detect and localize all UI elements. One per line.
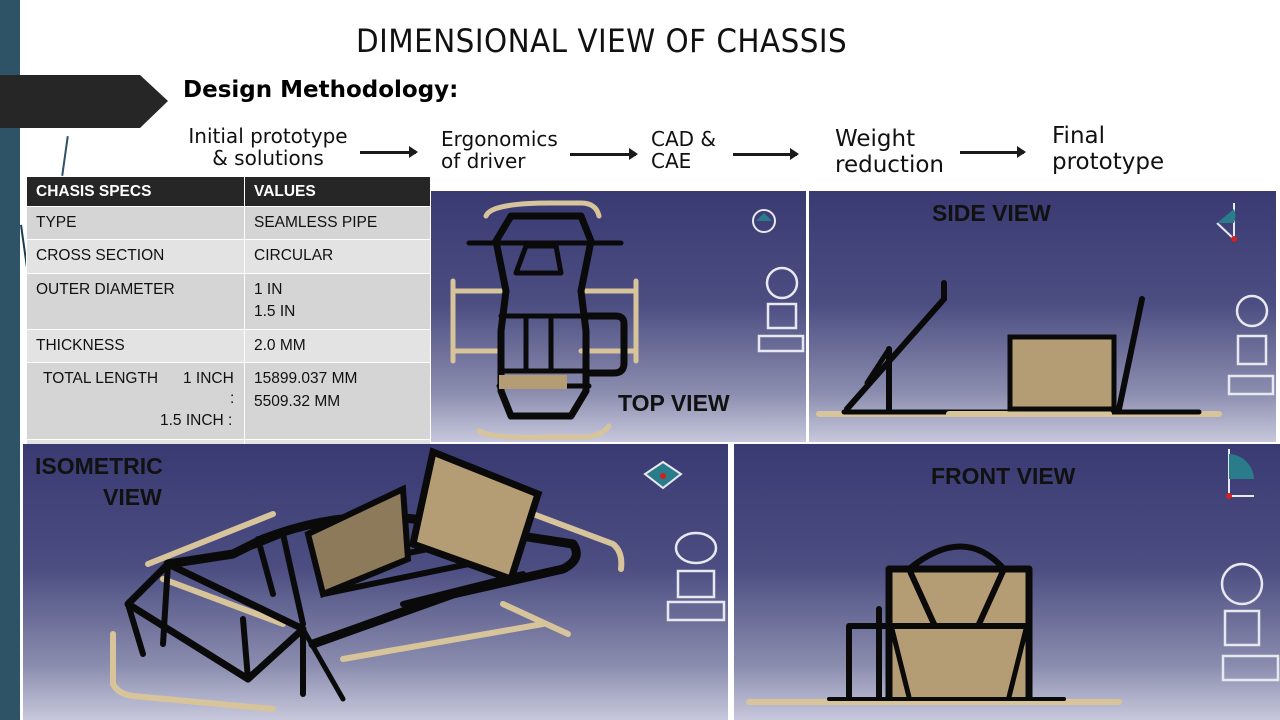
row-label: CROSS SECTION [26,239,245,274]
flow-step-ergonomics: Ergonomics of driver [441,128,558,173]
total-length-sub2: 1.5 INCH : [160,412,233,430]
connector-line [61,136,69,176]
view-cube-icon [752,209,776,233]
flow-arrow-1 [360,146,418,158]
isometric-view-panel: ISOMETRIC VIEW [23,444,728,720]
view-cube-icon [643,460,683,490]
flow-step-line: Initial prototype [188,124,348,148]
flow-step-initial-prototype: Initial prototype & solutions [183,125,353,170]
front-view-drawing [746,449,1280,705]
isometric-view-label-line1: ISOMETRIC [35,453,163,479]
compass-icon [1220,562,1280,682]
total-length-sub1: 1 INCH [183,370,234,388]
row-label: THICKNESS [26,328,245,364]
value-line: 1.5 IN [254,303,296,321]
flow-arrow-3 [733,148,799,160]
isometric-view-drawing [110,447,726,712]
top-view-drawing [450,200,805,440]
total-length-label: TOTAL LENGTH [43,370,159,388]
side-view-drawing [816,203,1275,417]
flow-step-line: Weight [835,126,916,152]
flow-step-weight-reduction: Weight reduction [835,126,944,179]
flow-step-cad-cae: CAD & CAE [651,128,716,173]
flow-step-line: Ergonomics [441,127,558,151]
row-value: 1 IN 1.5 IN [244,272,431,330]
table-header-row: CHASIS SPECS VALUES [26,176,431,207]
axis-triad-icon [1226,449,1254,499]
table-row: OUTER DIAMETER 1 IN 1.5 IN [26,272,431,330]
row-label: TYPE [26,205,245,241]
header-values: VALUES [244,176,431,207]
isometric-view-label-line2: VIEW [103,484,162,510]
row-value: 15899.037 MM 5509.32 MM [244,362,431,441]
flow-step-line: Final [1052,123,1106,149]
flow-step-line: CAD & [651,127,716,151]
row-value: 2.0 MM [244,328,431,364]
row-value: CIRCULAR [244,239,431,274]
value-line: 15899.037 MM [254,370,358,388]
flow-step-line: reduction [835,151,944,178]
table-row: TYPE SEAMLESS PIPE [26,205,431,241]
compass-icon [1227,294,1275,396]
compass-icon [757,266,805,353]
top-view-panel: TOP VIEW [431,191,806,442]
flow-arrow-2 [570,148,638,160]
row-value: SEAMLESS PIPE [244,205,431,241]
total-length-colon: : [230,390,235,408]
side-accent-strip [0,0,20,720]
front-view-panel: FRONT VIEW [734,444,1280,720]
table-row: TOTAL LENGTH 1 INCH : 1.5 INCH : 15899.0… [26,362,431,441]
slide-title: DIMENSIONAL VIEW OF CHASSIS [356,22,848,60]
methodology-title: Design Methodology: [183,77,459,103]
chassis-spec-table: CHASIS SPECS VALUES TYPE SEAMLESS PIPE C… [26,176,431,449]
top-view-label: TOP VIEW [618,390,730,416]
flow-step-line: prototype [1052,148,1165,175]
value-line: 1 IN [254,280,283,298]
row-label: TOTAL LENGTH 1 INCH : 1.5 INCH : [26,362,245,441]
flow-step-final-prototype: Final prototype [1052,123,1165,176]
compass-icon [666,531,726,622]
table-row: CROSS SECTION CIRCULAR [26,239,431,274]
front-view-label: FRONT VIEW [931,463,1076,489]
flow-step-line: & solutions [212,146,324,171]
arrow-tab-shape [0,75,168,128]
value-line: 5509.32 MM [254,392,341,410]
flow-step-line: of driver [441,149,526,174]
flow-arrow-4 [960,146,1026,158]
header-specs: CHASIS SPECS [26,176,245,207]
side-view-label: SIDE VIEW [932,200,1051,226]
row-label: OUTER DIAMETER [26,272,245,330]
flow-step-line: CAE [651,149,692,174]
side-view-panel: SIDE VIEW [809,191,1276,442]
axis-triad-icon [1216,203,1237,242]
table-row: THICKNESS 2.0 MM [26,328,431,364]
